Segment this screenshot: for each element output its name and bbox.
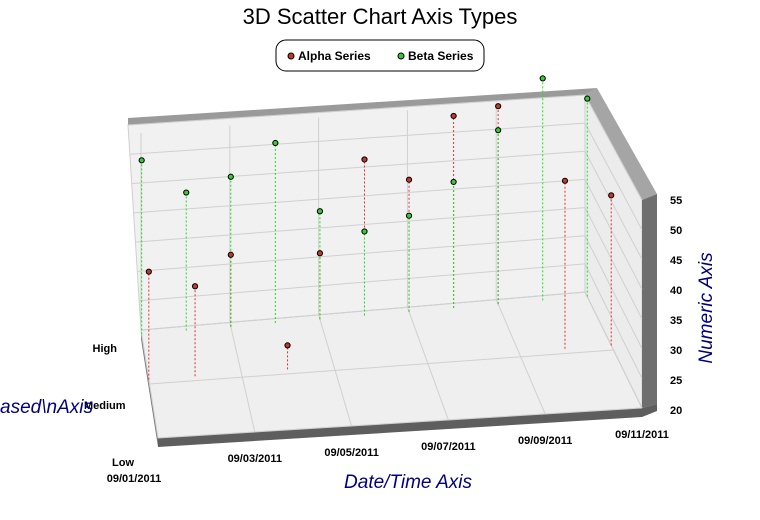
side-grid-line [584,94,643,201]
side-grid-line [584,151,643,260]
side-grid-line [584,263,643,379]
legend-alpha-marker [287,52,295,60]
y-tick-label: 55 [670,195,682,207]
back-grid-line [129,122,586,155]
z-tick-label: Low [112,457,134,469]
floor-grid-line [140,291,586,331]
data-point [450,112,457,120]
back-wall-top-edge [128,88,597,125]
side-grid-line [584,122,643,230]
data-point [495,103,502,110]
grid-lines [127,94,643,439]
data-point [183,189,190,196]
y-tick-label: 40 [670,285,682,297]
z-tick-label: Medium [84,400,126,412]
data-point [284,342,291,349]
data-point [450,178,457,186]
data-point [138,157,145,164]
z-axis-title: Category Based\nAxis [0,397,93,418]
x-tick-label: 09/09/2011 [518,435,572,447]
data-point [361,156,368,163]
chart-walls [127,88,657,447]
legend: Alpha Series Beta Series [275,39,485,72]
side-grid-line [584,207,643,320]
data-point [272,139,279,147]
data-point [561,177,569,184]
y-tick-label: 50 [670,225,682,237]
y-tick-label: 25 [670,375,682,387]
legend-beta-label: Beta Series [408,49,474,63]
x-tick-label: 09/05/2011 [324,447,378,459]
data-point [145,268,152,275]
floor-grid-line [157,407,643,439]
data-point [539,75,546,82]
data-point [316,250,324,257]
back-grid-line [127,94,586,126]
data-point [361,228,368,235]
x-tick-label: 09/11/2011 [615,429,669,441]
y-tick-label: 35 [670,315,682,327]
data-point [227,251,234,258]
data-points [138,75,615,349]
side-wall-top-edge [585,88,657,200]
chart-title: 3D Scatter Chart Axis Types [243,4,518,29]
y-tick-label: 30 [670,345,682,357]
back-grid-line [139,263,586,302]
y-axis-title: Numeric Axis [696,252,717,364]
back-grid-line [137,235,586,272]
x-tick-label: 09/07/2011 [421,441,475,453]
back-grid-line [135,207,586,243]
side-wall-right-edge [642,194,657,408]
data-point [495,127,502,134]
data-point [316,208,324,215]
x-tick-label: 09/03/2011 [228,453,282,465]
data-point [584,95,591,102]
y-tick-label: 20 [670,405,682,417]
data-point [608,192,615,199]
back-grid-line [131,150,586,185]
side-grid-line [584,179,643,290]
data-point [227,173,234,180]
y-tick-label: 45 [670,255,682,267]
data-point [405,212,413,219]
drop-lines [141,78,612,380]
z-tick-label: High [93,343,118,355]
floor-grid-line [149,349,614,385]
back-grid-line [133,178,586,214]
x-tick-label: 09/01/2011 [107,473,161,485]
legend-box [275,39,485,72]
floor-front-edge [158,404,657,447]
legend-beta-marker [397,52,405,60]
legend-alpha-label: Alpha Series [298,49,371,63]
tick-labels: 09/01/2011 09/03/2011 09/05/2011 09/07/2011… [84,195,682,485]
data-point [191,283,199,290]
side-grid-line [584,235,643,349]
data-point [405,176,413,183]
x-axis-title: Date/Time Axis [344,472,472,493]
